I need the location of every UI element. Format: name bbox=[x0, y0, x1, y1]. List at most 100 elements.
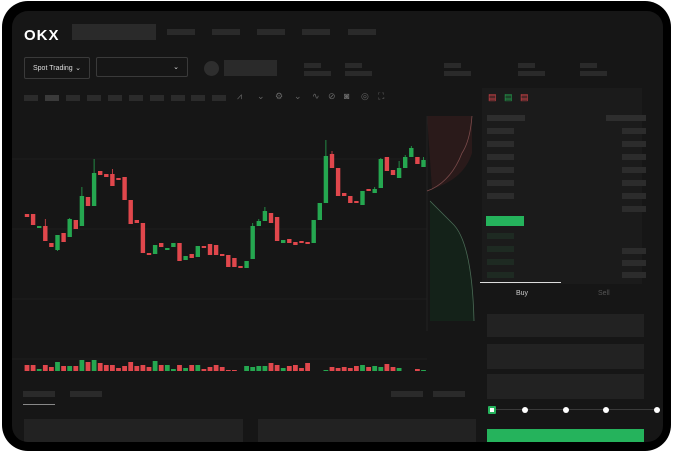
slider-step[interactable] bbox=[563, 407, 569, 413]
candle-body bbox=[329, 154, 335, 168]
fullscreen-icon[interactable]: ⛶ bbox=[378, 91, 385, 101]
candle-body bbox=[189, 254, 194, 258]
bid-amount bbox=[622, 248, 646, 254]
orderbook-bids-icon[interactable]: ▤ bbox=[504, 92, 513, 102]
ask-amount bbox=[622, 206, 646, 212]
stat-value bbox=[444, 71, 471, 76]
candle-body bbox=[403, 157, 408, 168]
camera-icon[interactable]: ◙ bbox=[344, 91, 350, 101]
stat-label bbox=[345, 63, 362, 68]
volume-bar bbox=[219, 367, 225, 371]
volume-bar bbox=[140, 365, 146, 371]
slider-step[interactable] bbox=[654, 407, 660, 413]
total-input[interactable] bbox=[487, 374, 644, 399]
timeframe-button[interactable] bbox=[171, 95, 185, 101]
nav-item[interactable] bbox=[302, 29, 330, 35]
timeframe-button[interactable] bbox=[66, 95, 80, 101]
candle-body bbox=[335, 168, 341, 196]
bottom-action[interactable] bbox=[391, 391, 423, 397]
volume-bar bbox=[274, 365, 280, 371]
volume-bar bbox=[347, 368, 353, 371]
timeframe-button[interactable] bbox=[87, 95, 101, 101]
slider-handle[interactable] bbox=[488, 406, 496, 414]
volume-bar bbox=[42, 365, 48, 371]
volume-bar bbox=[232, 370, 237, 371]
volume-bar bbox=[171, 369, 176, 371]
timeframe-button-active[interactable] bbox=[45, 95, 59, 101]
volume-bar bbox=[390, 367, 396, 371]
trading-mode-dropdown[interactable]: Spot Trading ⌄ bbox=[24, 57, 90, 79]
bid-price bbox=[487, 233, 514, 239]
timeframe-button[interactable] bbox=[212, 95, 226, 101]
timeframe-button[interactable] bbox=[150, 95, 164, 101]
timeframe-button[interactable] bbox=[108, 95, 122, 101]
orderbook-both-icon[interactable]: ▤ bbox=[488, 92, 497, 102]
pair-dropdown[interactable]: ⌄ bbox=[96, 57, 188, 77]
volume-bar bbox=[250, 367, 256, 371]
volume-bar bbox=[280, 368, 286, 371]
nav-item[interactable] bbox=[167, 29, 195, 35]
ask-amount bbox=[622, 141, 646, 147]
candle-body bbox=[323, 156, 329, 203]
buy-button[interactable] bbox=[487, 429, 644, 442]
volume-bar bbox=[79, 360, 85, 371]
search-bar[interactable] bbox=[72, 24, 156, 40]
stat-label bbox=[518, 63, 535, 68]
candle-body bbox=[274, 217, 280, 241]
volume-bar bbox=[152, 361, 158, 371]
amount-input[interactable] bbox=[487, 344, 644, 369]
depth-asks-area bbox=[427, 116, 472, 189]
ask-amount bbox=[622, 167, 646, 173]
candle-body bbox=[348, 196, 353, 203]
timeframe-button[interactable] bbox=[24, 95, 38, 101]
chevron-down-icon[interactable]: ⌄ bbox=[294, 91, 302, 101]
tab-sell[interactable]: Sell bbox=[598, 290, 610, 297]
price-input[interactable] bbox=[487, 314, 644, 337]
candle-body bbox=[159, 243, 164, 247]
volume-bar bbox=[30, 365, 36, 371]
volume-bar bbox=[396, 368, 402, 371]
candle-body bbox=[421, 160, 426, 167]
candle-body bbox=[415, 157, 420, 164]
bottom-action[interactable] bbox=[433, 391, 465, 397]
slider-step[interactable] bbox=[522, 407, 528, 413]
nav-item[interactable] bbox=[257, 29, 285, 35]
timeframe-button[interactable] bbox=[191, 95, 205, 101]
buy-tab-underline bbox=[480, 282, 561, 283]
orderbook-asks-icon[interactable]: ▤ bbox=[520, 92, 529, 102]
orders-panel bbox=[24, 419, 243, 442]
bottom-tab-active[interactable] bbox=[23, 391, 55, 397]
slider-step[interactable] bbox=[603, 407, 609, 413]
candle-body bbox=[372, 189, 377, 193]
candle-body bbox=[79, 196, 85, 226]
target-icon[interactable]: ◎ bbox=[361, 91, 369, 101]
volume-bar bbox=[372, 366, 378, 371]
candle-body bbox=[317, 203, 322, 220]
candle-body bbox=[91, 173, 97, 206]
nav-item[interactable] bbox=[212, 29, 240, 35]
candle-body bbox=[55, 235, 60, 250]
volume-bar bbox=[55, 362, 60, 371]
volume-bar bbox=[354, 366, 359, 371]
bottom-tab[interactable] bbox=[70, 391, 102, 397]
candle-body bbox=[146, 253, 152, 255]
header-amount bbox=[606, 115, 646, 121]
timeframe-button[interactable] bbox=[129, 95, 143, 101]
candlestick-chart[interactable] bbox=[12, 101, 482, 371]
settings-icon[interactable]: ⚙ bbox=[275, 91, 284, 101]
indicator-icon[interactable]: ⩘ bbox=[237, 91, 243, 101]
stat-label bbox=[580, 63, 597, 68]
volume-bar bbox=[286, 366, 292, 371]
chart-type-icon[interactable]: ⌄ bbox=[257, 91, 265, 101]
candle-body bbox=[232, 258, 237, 267]
candle-body bbox=[213, 245, 219, 255]
line-icon[interactable]: ∿ bbox=[312, 91, 320, 101]
pen-icon[interactable]: ⊘ bbox=[328, 91, 336, 101]
bid-price bbox=[487, 259, 514, 265]
stat-label bbox=[304, 63, 321, 68]
slider-track[interactable] bbox=[492, 409, 657, 410]
tab-buy[interactable]: Buy bbox=[516, 290, 529, 297]
nav-item[interactable] bbox=[348, 29, 376, 35]
volume-bar bbox=[116, 368, 121, 371]
volume-bar bbox=[164, 365, 170, 371]
